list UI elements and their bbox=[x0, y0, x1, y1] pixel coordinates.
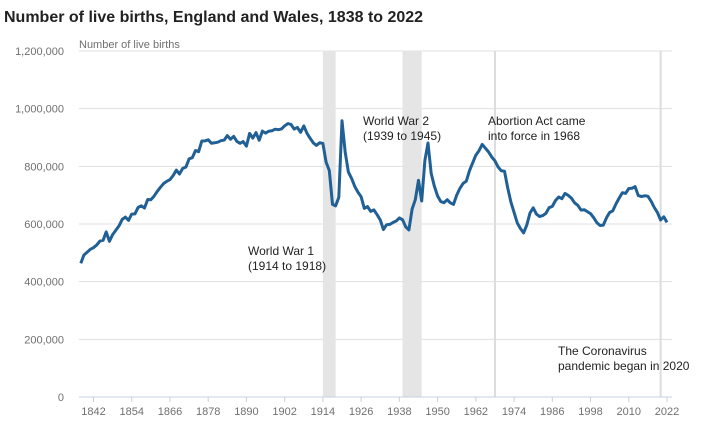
y-tick-label: 200,000 bbox=[24, 334, 64, 346]
x-tick-label: 1986 bbox=[540, 406, 564, 418]
x-tick-label: 1902 bbox=[272, 406, 296, 418]
annotation-line: Abortion Act came bbox=[488, 114, 586, 128]
annotation-line: into force in 1968 bbox=[488, 129, 580, 143]
chart-title: Number of live births, England and Wales… bbox=[4, 9, 423, 26]
y-tick-label: 600,000 bbox=[24, 219, 64, 231]
shaded-band bbox=[323, 51, 336, 397]
x-tick-label: 1926 bbox=[349, 406, 373, 418]
x-tick-label: 1890 bbox=[234, 406, 258, 418]
y-tick-label: 1,000,000 bbox=[15, 104, 64, 116]
x-tick-label: 1854 bbox=[119, 406, 143, 418]
x-tick-label: 1938 bbox=[387, 406, 411, 418]
x-tick-label: 2010 bbox=[617, 406, 641, 418]
annotation-line: (1939 to 1945) bbox=[363, 129, 441, 143]
annotations: World War 1(1914 to 1918) World War 2(193… bbox=[248, 114, 690, 373]
annotation-line: pandemic began in 2020 bbox=[558, 359, 690, 373]
x-tick-label: 1974 bbox=[502, 406, 526, 418]
y-tick-label: 0 bbox=[58, 392, 64, 404]
annotation-line: World War 2 bbox=[363, 114, 429, 128]
gridlines bbox=[79, 51, 672, 339]
x-tick-label: 2022 bbox=[655, 406, 679, 418]
annotation-line: World War 1 bbox=[248, 244, 314, 258]
y-tick-label: 1,200,000 bbox=[15, 46, 64, 58]
x-tick-label: 1866 bbox=[158, 406, 182, 418]
x-tick-label: 1878 bbox=[196, 406, 220, 418]
x-axis: 1842 1854 1866 1878 1890 1902 1914 1926 1938 1950… bbox=[79, 397, 679, 418]
x-tick-label: 1914 bbox=[311, 406, 335, 418]
y-tick-label: 400,000 bbox=[24, 277, 64, 289]
annotation-line: The Coronavirus bbox=[558, 344, 647, 358]
annotation-line: (1914 to 1918) bbox=[248, 259, 326, 273]
y-tick-label: 800,000 bbox=[24, 161, 64, 173]
x-tick-label: 1998 bbox=[578, 406, 602, 418]
y-axis-label: Number of live births bbox=[79, 39, 180, 51]
x-tick-label: 1842 bbox=[81, 406, 105, 418]
x-tick-label: 1950 bbox=[425, 406, 449, 418]
x-tick-label: 1962 bbox=[464, 406, 488, 418]
y-axis: 0 200,000 400,000 600,000 800,000 1,000,000 1,… bbox=[15, 46, 64, 404]
